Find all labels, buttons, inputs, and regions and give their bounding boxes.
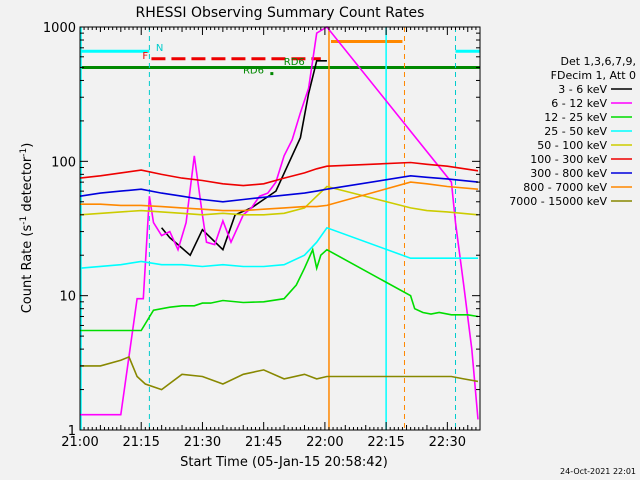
- series-line-8: [80, 181, 479, 212]
- x-tick-label-1: 21:00: [61, 435, 98, 450]
- x-tick-label-4: 21:45: [245, 435, 282, 450]
- series-line-4: [79, 226, 478, 269]
- legend-header-2: FDecim 1, Att 0: [551, 69, 636, 82]
- legend-label-5: 50 - 100 keV: [537, 139, 607, 152]
- y-tick-label-4: 1000: [43, 21, 76, 36]
- x-tick-label-5: 22:00: [306, 435, 343, 450]
- y-tick-label-1: 1: [68, 424, 76, 439]
- series-line-6: [79, 161, 479, 187]
- annotation-4: RD6: [284, 57, 305, 68]
- legend-label-4: 25 - 50 keV: [544, 125, 607, 138]
- legend-label-7: 300 - 800 keV: [530, 167, 607, 180]
- legend-label-3: 12 - 25 keV: [544, 111, 607, 124]
- plot-overlay: NF RD6 RD6: [80, 27, 480, 430]
- annotation-3: RD6: [243, 66, 264, 77]
- annotation-1: N: [156, 43, 163, 54]
- y-axis-label: Count Rate (s-1 detector-1): [19, 143, 35, 314]
- rd6-marker: [270, 72, 274, 76]
- legend-label-9: 7000 - 15000 keV: [509, 195, 607, 208]
- series-line-9: [80, 355, 479, 391]
- x-tick-label-6: 22:15: [367, 435, 404, 450]
- series-line-3: [80, 247, 479, 332]
- x-tick-label-2: 21:15: [122, 435, 159, 450]
- chart-title: RHESSI Observing Summary Count Rates: [136, 5, 425, 21]
- legend-label-2: 6 - 12 keV: [551, 97, 607, 110]
- legend-label-6: 100 - 300 keV: [530, 153, 607, 166]
- x-axis-label: Start Time (05-Jan-15 20:58:42): [180, 455, 388, 470]
- series-line-5: [79, 185, 479, 216]
- x-tick-label-3: 21:30: [184, 435, 221, 450]
- legend-label-1: 3 - 6 keV: [558, 83, 607, 96]
- footer-date: 24-Oct-2021 22:01: [560, 467, 636, 476]
- series-group: [79, 25, 479, 420]
- series-line-2: [80, 25, 479, 420]
- annotation-2: F: [142, 51, 148, 62]
- y-tick-label-3: 100: [51, 155, 76, 170]
- y-tick-label-2: 10: [59, 290, 76, 305]
- axes-group: 21:00 21:15 21:30 21:45 22:00 22:15 22:30 1 10 10…: [43, 21, 481, 450]
- x-tick-label-7: 22:30: [429, 435, 466, 450]
- legend: Det 1,3,6,7,9, FDecim 1, Att 0 3 - 6 keV…: [509, 55, 636, 208]
- series-line-7: [79, 174, 479, 203]
- legend-label-8: 800 - 7000 keV: [523, 181, 607, 194]
- legend-header-1: Det 1,3,6,7,9,: [560, 55, 636, 68]
